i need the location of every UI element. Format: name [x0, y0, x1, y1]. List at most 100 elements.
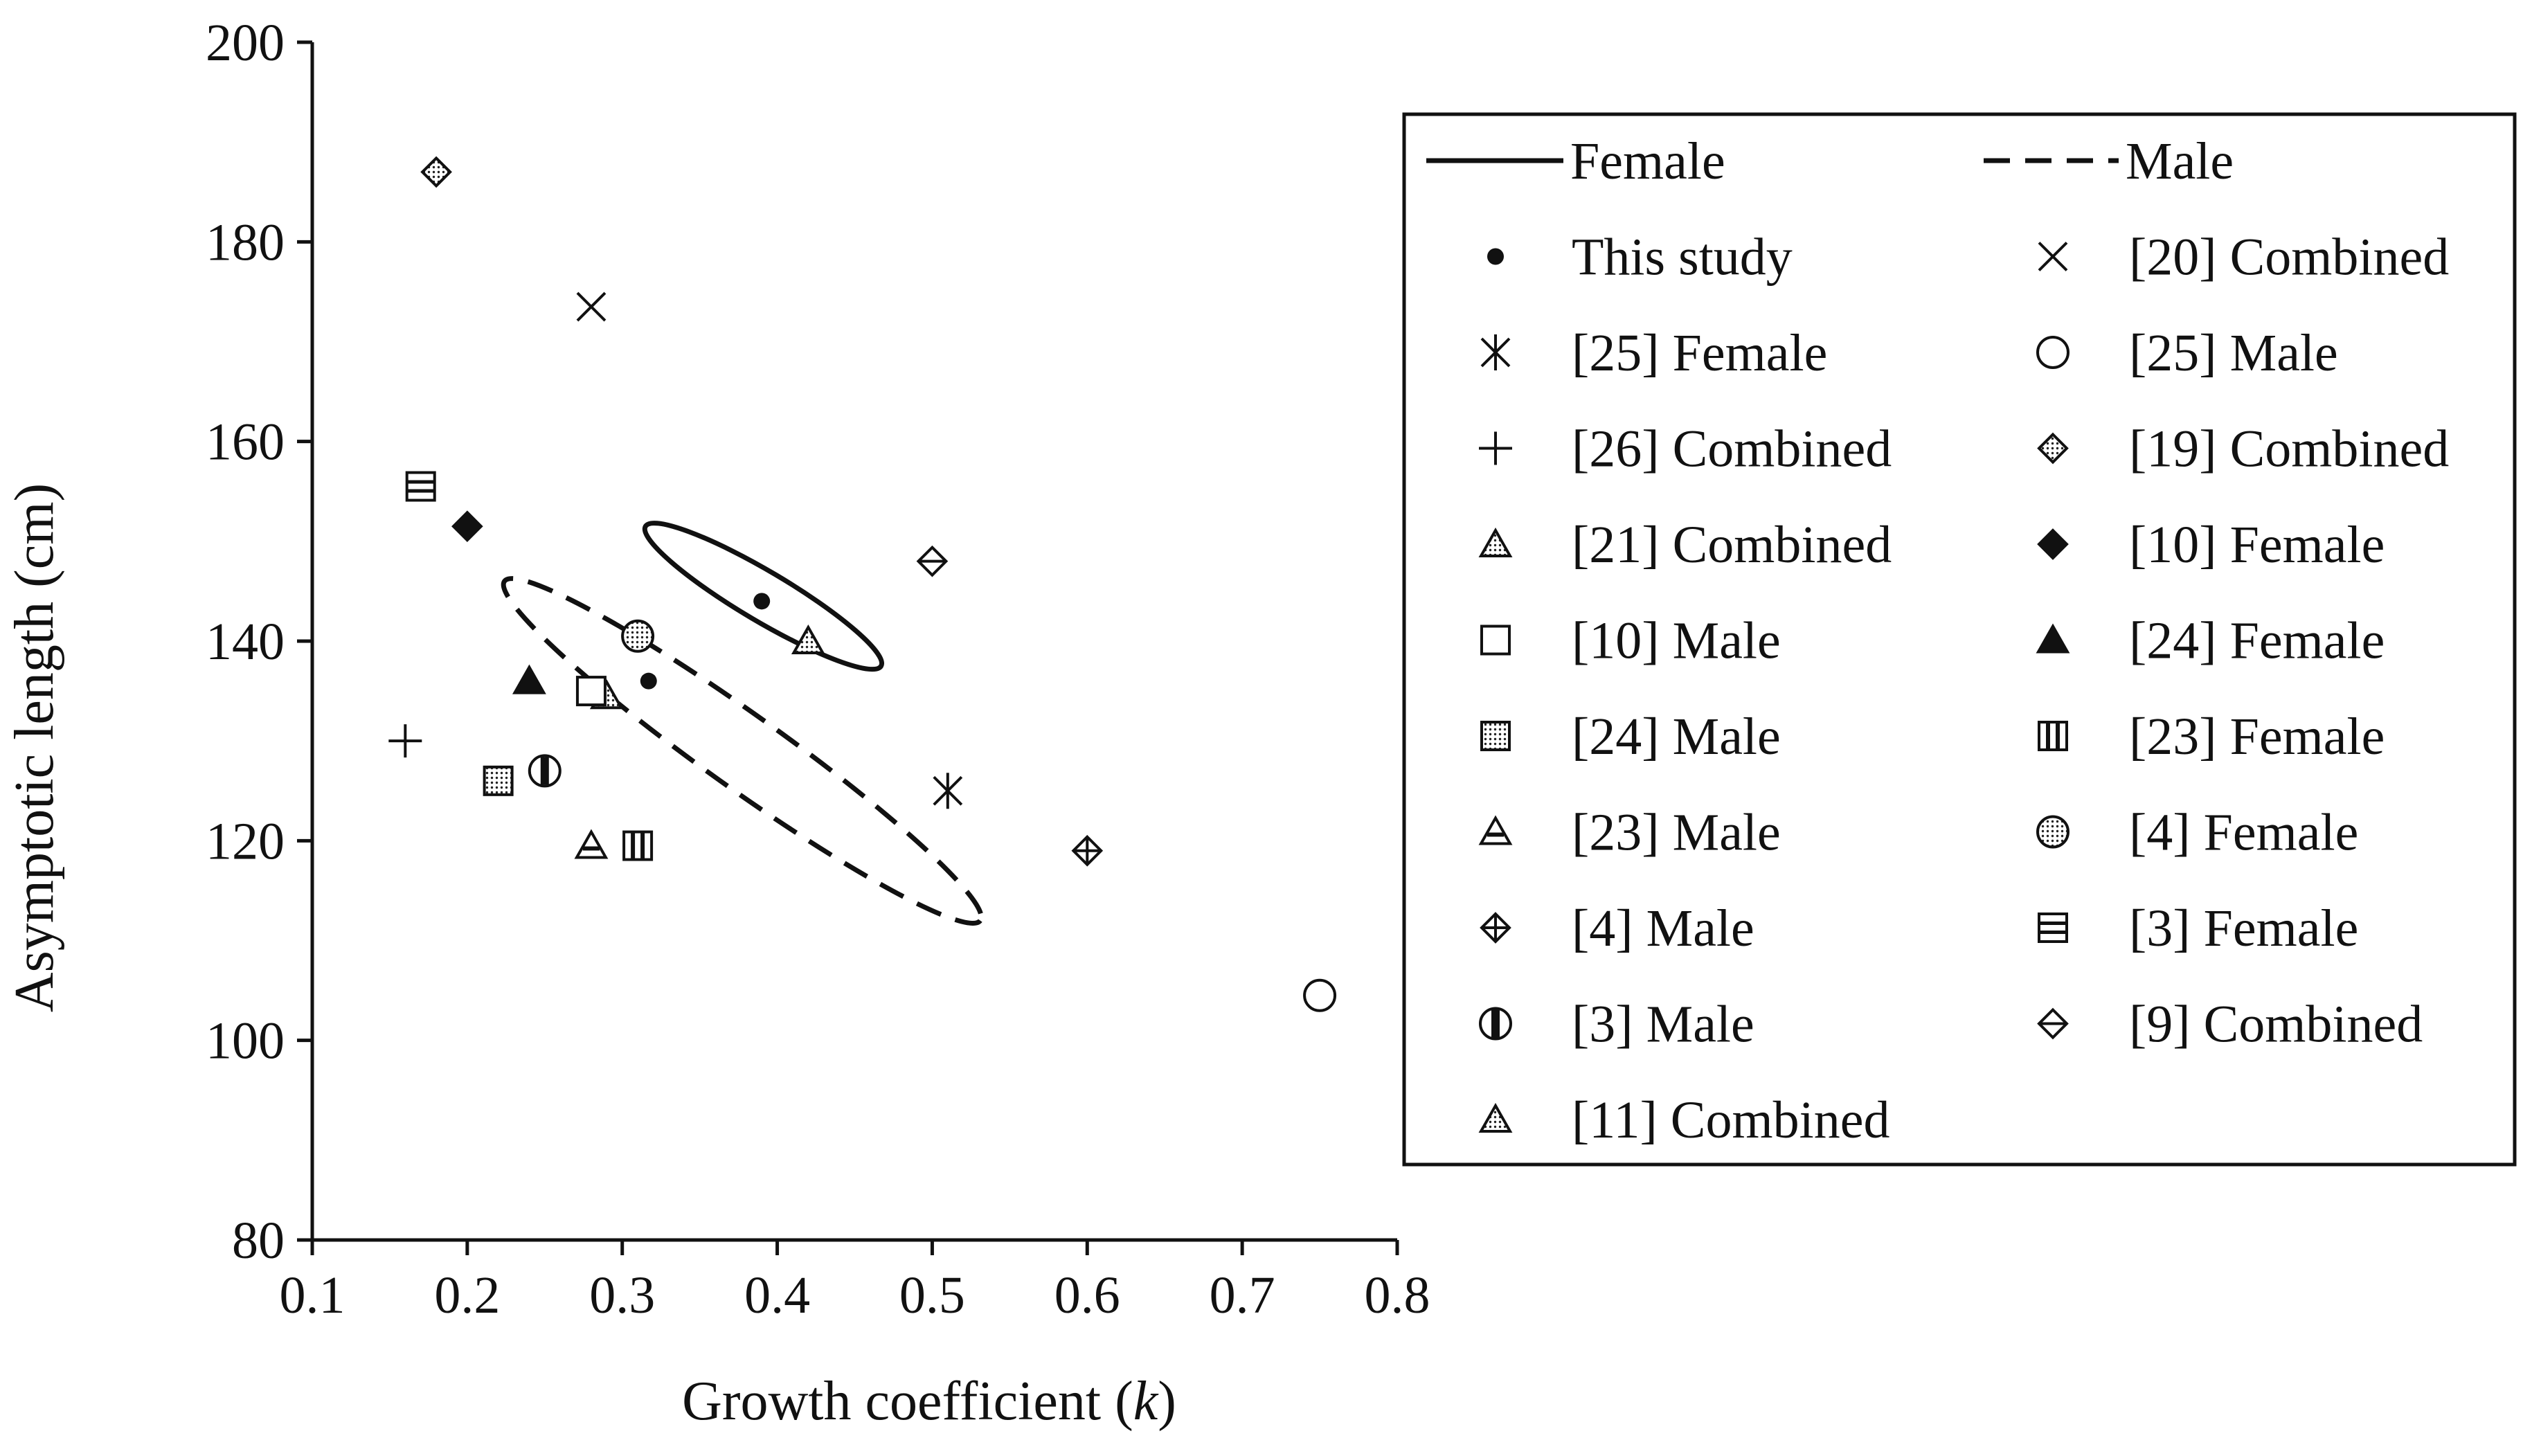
legend-symbol-19-combined	[2037, 432, 2069, 465]
legend-symbol-20-combined	[2038, 242, 2068, 271]
point-25-male	[1303, 978, 1337, 1012]
legend-symbol-23-female	[2038, 721, 2068, 751]
point-4-female	[621, 619, 655, 653]
female-ellipse	[642, 521, 885, 672]
marker-shape	[575, 676, 607, 707]
legend-label-this-study: This study	[1572, 228, 1793, 287]
x-tick-label: 0.4	[744, 1266, 810, 1324]
axes: 80 100 120 140 160 180 200 0.1 0.2 0.3 0.4 0.5 0.6 0.…	[206, 14, 1430, 1324]
point-10-female	[451, 510, 483, 543]
x-tick-label: 0.5	[899, 1266, 965, 1324]
marker-shape	[2036, 336, 2069, 369]
legend-label-25-female: [25] Female	[1572, 324, 1827, 382]
legend-symbol-11-combined	[1478, 1102, 1513, 1133]
legend-label-23-male: [23] Male	[1572, 804, 1781, 862]
x-axis-label-close: )	[1158, 1371, 1176, 1432]
marker-shape	[574, 829, 609, 859]
legend-label-21-combined: [21] Combined	[1572, 516, 1892, 574]
legend-label-19-combined: [19] Combined	[2129, 420, 2449, 478]
y-tick-label: 160	[206, 413, 285, 471]
marker-shape	[2038, 913, 2068, 943]
point-26-combined	[388, 724, 422, 758]
marker-shape	[791, 624, 825, 654]
x-tick-label: 0.3	[589, 1266, 655, 1324]
point-11-combined	[791, 624, 825, 654]
legend-symbol-3-male	[1479, 1007, 1512, 1041]
legend-symbol-10-male	[1480, 624, 1511, 656]
marker-shape	[451, 510, 483, 543]
marker-dot	[753, 593, 771, 610]
x-tick-label: 0.8	[1365, 1266, 1430, 1324]
legend-symbol-10-female	[2037, 528, 2069, 560]
marker-shape	[512, 664, 546, 694]
y-tick-label: 200	[206, 14, 285, 72]
point-24-female	[512, 664, 546, 694]
legend-label-10-female: [10] Female	[2129, 516, 2385, 574]
marker-shape	[1478, 815, 1513, 845]
legend-box	[1402, 112, 2517, 1167]
point-this-study	[753, 593, 771, 610]
marker-dot	[640, 672, 657, 690]
legend-label-3-female: [3] Female	[2129, 899, 2358, 958]
legend-symbol-23-male	[1478, 815, 1513, 845]
marker-dot	[1487, 248, 1504, 265]
marker-shape	[1480, 624, 1511, 656]
legend-symbol-24-male	[1480, 721, 1511, 751]
marker-shape	[420, 156, 452, 188]
legend-label-4-female: [4] Female	[2129, 804, 2358, 862]
legend-symbol-24-female	[2036, 623, 2070, 654]
marker-shape	[622, 830, 654, 861]
point-23-male	[574, 829, 609, 859]
legend-symbol-this-study	[1487, 248, 1504, 265]
marker-fill	[2039, 922, 2067, 925]
point-4-male	[1071, 834, 1104, 867]
marker-shape	[1303, 978, 1337, 1012]
legend-label-10-male: [10] Male	[1572, 612, 1781, 670]
marker-shape	[2037, 528, 2069, 560]
point-24-male	[483, 765, 514, 796]
data-markers	[388, 156, 1337, 1012]
legend-label-24-female: [24] Female	[2129, 612, 2385, 670]
legend-label-11-combined: [11] Combined	[1572, 1091, 1889, 1149]
y-tick-label: 140	[206, 613, 285, 671]
marker-stroke	[2038, 242, 2068, 271]
marker-shape	[1478, 1102, 1513, 1133]
marker-fill	[2039, 931, 2067, 934]
legend-label-male: Male	[2126, 132, 2234, 190]
y-tick-label: 80	[232, 1212, 285, 1270]
legend-label-25-male: [25] Male	[2129, 324, 2338, 382]
legend-label-26-combined: [26] Combined	[1572, 420, 1892, 478]
x-axis-label: Growth coefficient (k)	[682, 1371, 1176, 1432]
legend-symbol-9-combined	[2037, 1007, 2069, 1040]
legend: Female Male This study [20] Combined [25] Fe…	[1402, 112, 2517, 1167]
y-tick-label: 100	[206, 1012, 285, 1070]
male-ellipse	[501, 576, 984, 926]
marker-fill	[640, 832, 645, 860]
legend-symbol-25-male	[2036, 336, 2069, 369]
marker-stroke	[576, 291, 607, 322]
marker-fill	[406, 480, 435, 484]
point-20-combined	[576, 291, 607, 322]
point-3-male	[528, 754, 562, 788]
marker-fill	[406, 489, 435, 493]
legend-label-4-male: [4] Male	[1572, 899, 1754, 958]
legend-label-9-combined: [9] Combined	[2129, 996, 2423, 1054]
ellipses	[501, 521, 984, 926]
legend-symbol-21-combined	[1478, 527, 1513, 557]
legend-items: Female Male This study [20] Combined [25] Fe…	[1426, 132, 2449, 1149]
legend-symbol-4-male	[1480, 912, 1511, 944]
legend-label-20-combined: [20] Combined	[2129, 228, 2449, 287]
point-23-female	[622, 830, 654, 861]
marker-shape	[2036, 623, 2070, 654]
legend-label-24-male: [24] Male	[1572, 708, 1781, 766]
point-3-female	[405, 471, 436, 502]
marker-fill	[631, 832, 636, 860]
legend-label-23-female: [23] Female	[2129, 708, 2385, 766]
legend-symbol-3-female	[2038, 913, 2068, 943]
marker-shape	[2036, 815, 2069, 849]
point-19-combined	[420, 156, 452, 188]
marker-fill	[2056, 722, 2060, 750]
x-tick-label: 0.6	[1054, 1266, 1120, 1324]
marker-shape	[2037, 432, 2069, 465]
